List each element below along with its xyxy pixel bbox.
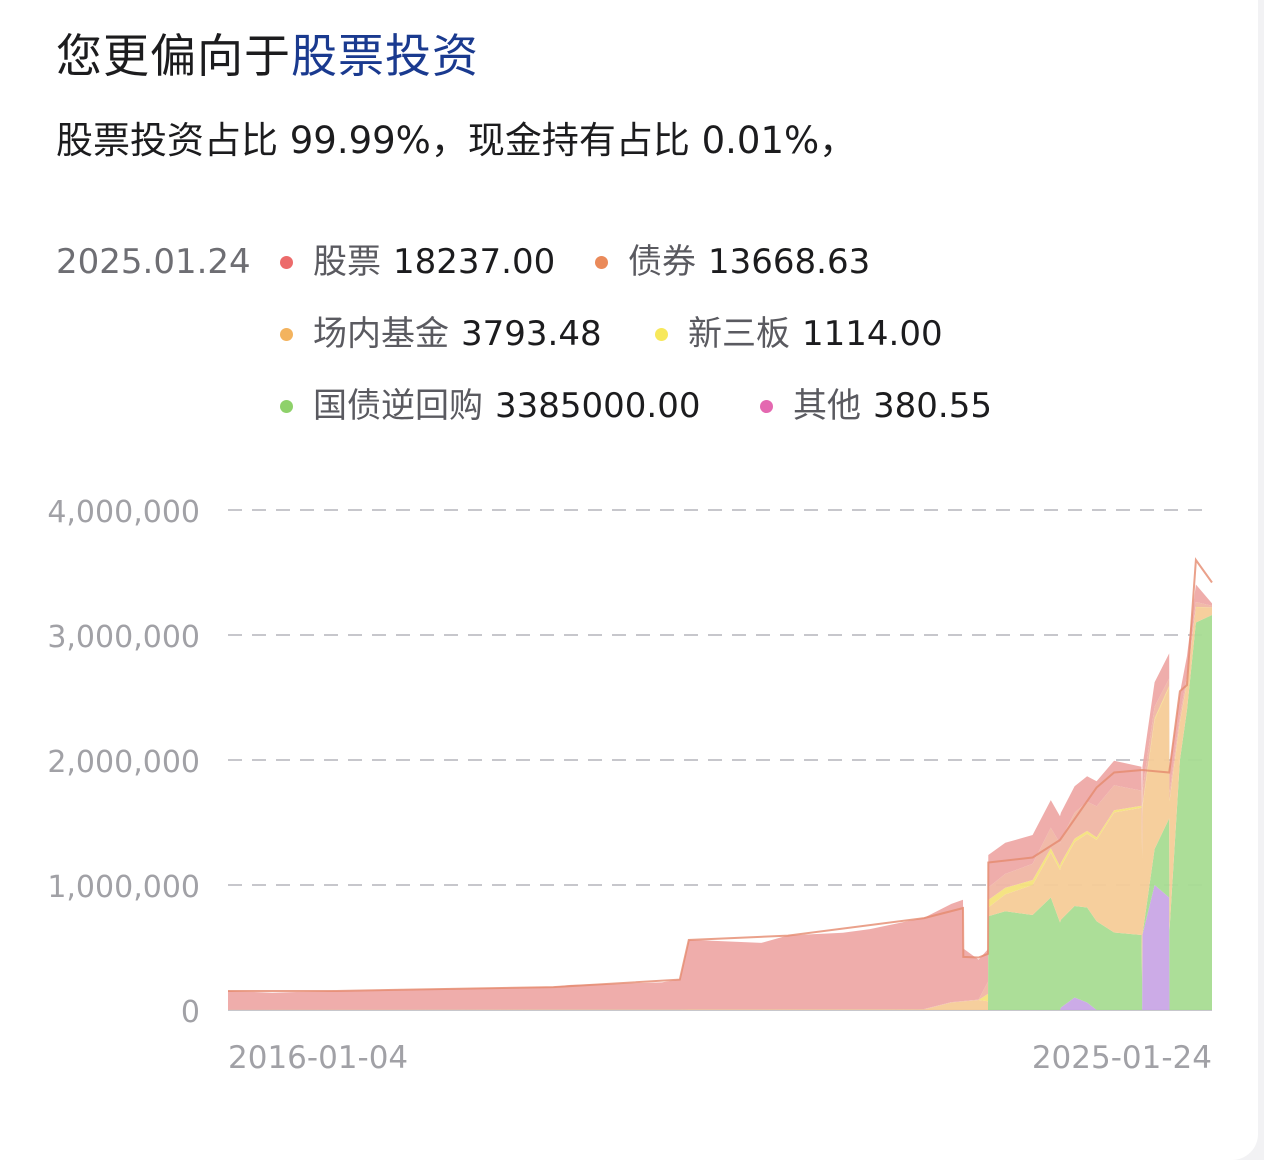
stacked-area-chart: 4,000,000 3,000,000 2,000,000 1,000,000 0 201… [47, 495, 1213, 1076]
legend-value: 13668.63 [708, 242, 871, 282]
legend-label: 其他 [793, 386, 861, 426]
legend-dot-icon [280, 255, 293, 269]
legend-value: 3385000.00 [495, 386, 701, 426]
legend-dot-icon [280, 327, 293, 341]
legend-value: 3793.48 [461, 314, 602, 354]
legend-label: 国债逆回购 [313, 386, 483, 426]
legend-item-other: 其他 380.55 [760, 382, 992, 430]
legend-dot-icon [760, 399, 773, 413]
legend-item-bond: 债券 13668.63 [595, 238, 870, 286]
legend-label: 股票 [313, 242, 381, 282]
legend-dot-icon [280, 399, 293, 413]
y-tick-label: 4,000,000 [47, 495, 200, 530]
legend-dot-icon [655, 327, 668, 341]
y-tick-label: 3,000,000 [47, 620, 200, 655]
y-tick-label: 1,000,000 [47, 870, 200, 905]
legend-dot-icon [595, 255, 608, 269]
legend-item-neeq: 新三板 1114.00 [655, 310, 943, 358]
x-tick-label: 2025-01-24 [1032, 1040, 1212, 1076]
legend-item-etf: 场内基金 3793.48 [280, 310, 602, 358]
legend-item-stock: 股票 18237.00 [280, 238, 555, 286]
y-tick-label: 0 [181, 995, 200, 1030]
legend-value: 18237.00 [393, 242, 556, 282]
legend-value: 1114.00 [802, 314, 943, 354]
x-tick-label: 2016-01-04 [228, 1040, 408, 1076]
legend-label: 场内基金 [313, 314, 449, 354]
allocation-summary: 股票投资占比 99.99%，现金持有占比 0.01%， [56, 119, 857, 162]
total-line [228, 557, 1213, 992]
chart-axes: 4,000,000 3,000,000 2,000,000 1,000,000 0 201… [47, 495, 1212, 1076]
area-series [228, 615, 1212, 1010]
title-prefix: 您更偏向于 [56, 29, 291, 83]
y-tick-label: 2,000,000 [47, 745, 200, 780]
chart-total-line [228, 557, 1213, 992]
legend-value: 380.55 [873, 386, 992, 426]
legend-label: 债券 [628, 242, 696, 282]
legend-label: 新三板 [688, 314, 790, 354]
page-title: 您更偏向于股票投资 [56, 26, 479, 86]
legend-item-repo: 国债逆回购 3385000.00 [280, 382, 701, 430]
legend-date: 2025.01.24 [56, 242, 251, 282]
title-highlight: 股票投资 [291, 29, 479, 83]
chart-areas [228, 584, 1212, 1010]
